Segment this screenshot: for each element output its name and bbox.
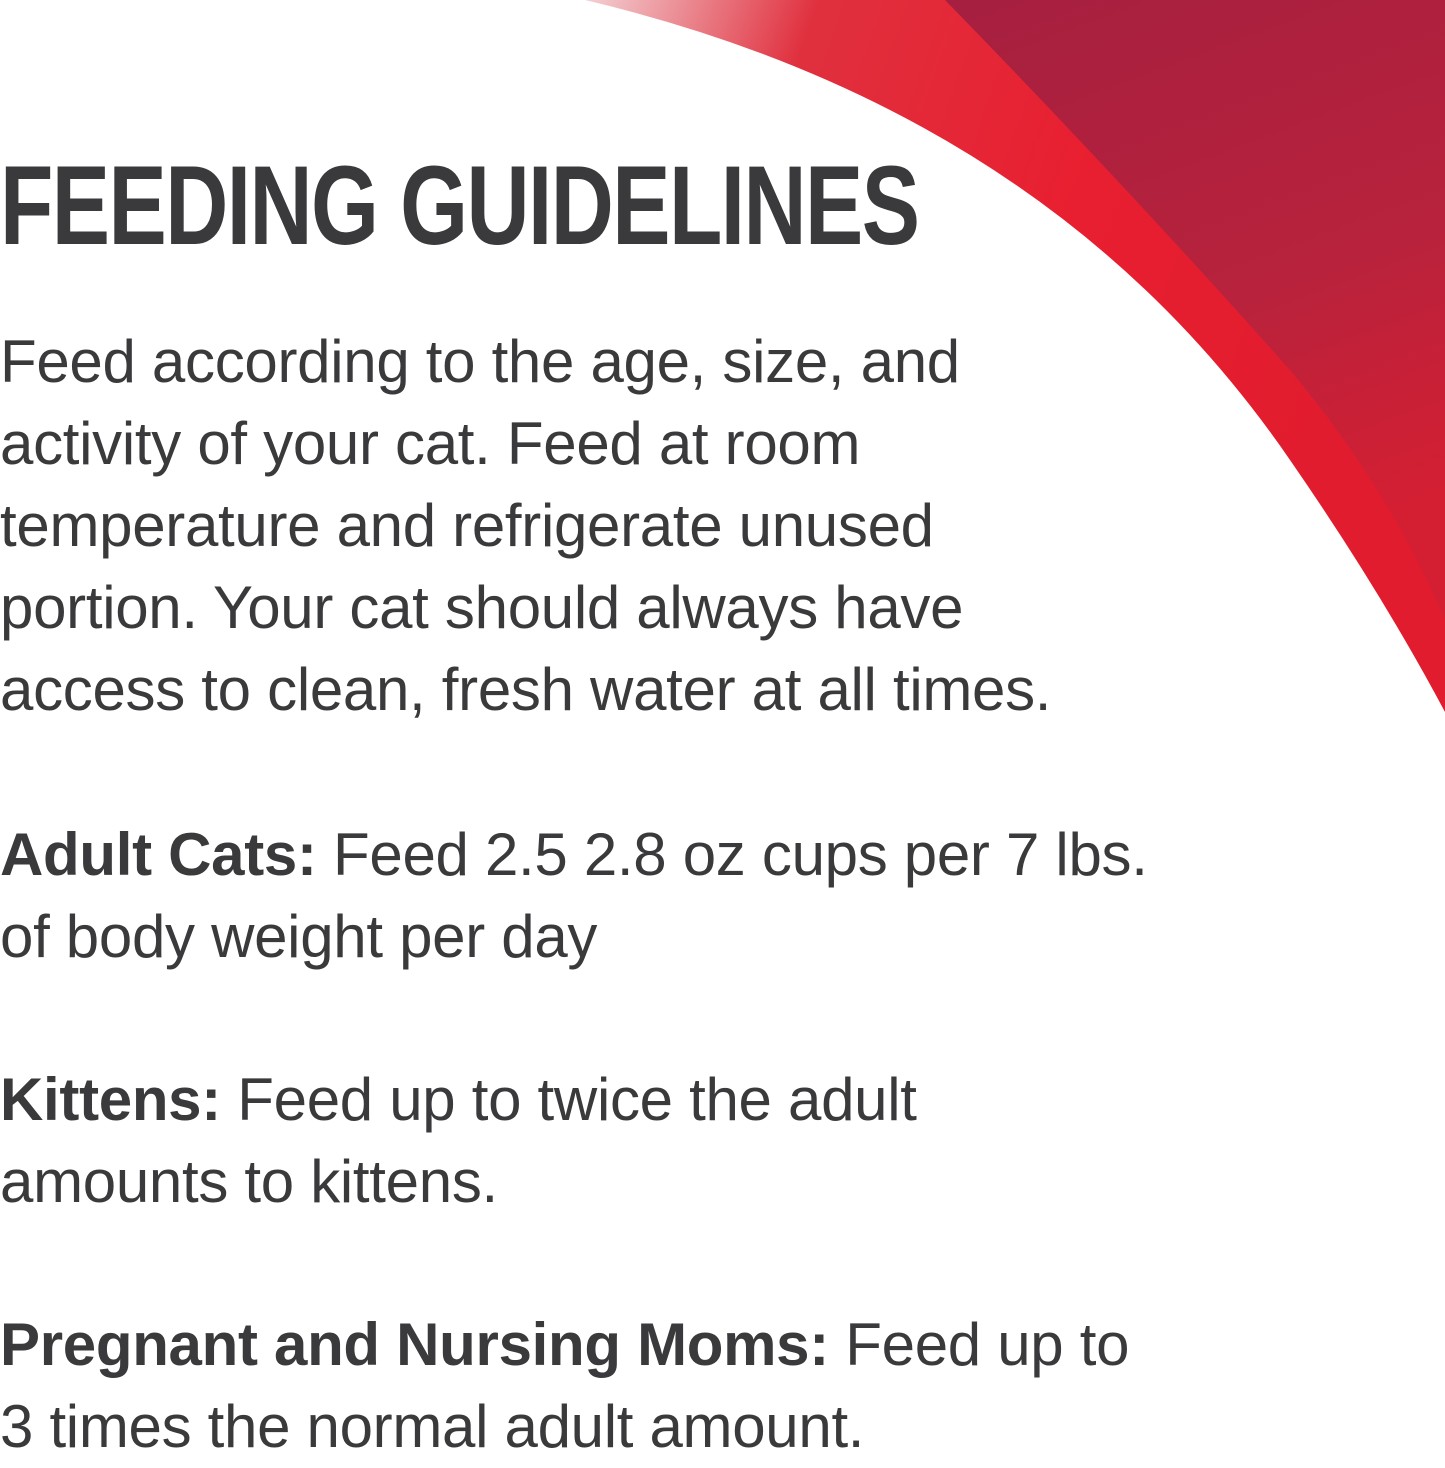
pregnant-nursing-label: Pregnant and Nursing Moms:	[0, 1311, 829, 1378]
intro-paragraph: Feed according to the age, size, and act…	[0, 321, 1051, 731]
kittens-text-2: amounts to kittens.	[0, 1148, 498, 1215]
pregnant-nursing-text-2: 3 times the normal adult amount.	[0, 1393, 865, 1460]
intro-line: temperature and refrigerate unused	[0, 492, 934, 559]
kittens-text: Feed up to twice the adult	[220, 1066, 917, 1133]
intro-line: access to clean, fresh water at all time…	[0, 656, 1052, 723]
pregnant-nursing-guideline: Pregnant and Nursing Moms: Feed up to 3 …	[0, 1304, 1129, 1468]
page-title: FEEDING GUIDELINES	[0, 143, 920, 268]
intro-line: activity of your cat. Feed at room	[0, 410, 861, 477]
adult-cats-label: Adult Cats:	[0, 821, 317, 888]
kittens-label: Kittens:	[0, 1066, 221, 1133]
intro-line: Feed according to the age, size, and	[0, 328, 960, 395]
pregnant-nursing-text: Feed up to	[828, 1311, 1130, 1378]
adult-cats-text: Feed 2.5 2.8 oz cups per 7 lbs.	[316, 821, 1148, 888]
adult-cats-text-2: of body weight per day	[0, 903, 598, 970]
kittens-guideline: Kittens: Feed up to twice the adult amou…	[0, 1059, 917, 1223]
adult-cats-guideline: Adult Cats: Feed 2.5 2.8 oz cups per 7 l…	[0, 814, 1148, 978]
dark-red-swoosh	[945, 0, 1445, 620]
intro-line: portion. Your cat should always have	[0, 574, 964, 641]
